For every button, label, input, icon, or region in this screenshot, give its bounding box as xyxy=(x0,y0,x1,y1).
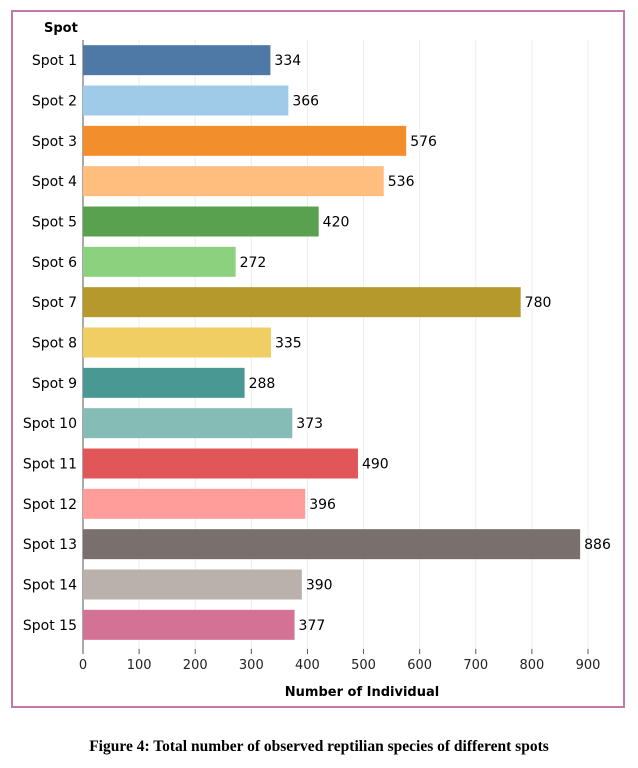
chart-frame: 0 100 200 300 400 500 600 700 800 900 Spot 1 334 Spo… xyxy=(11,10,625,708)
bar xyxy=(83,85,289,116)
data-label: 536 xyxy=(388,174,415,190)
category-label: Spot 3 xyxy=(32,134,77,150)
bar xyxy=(83,206,319,237)
bar xyxy=(83,45,271,76)
bars xyxy=(83,45,581,640)
category-label: Spot 10 xyxy=(23,416,77,432)
x-tick-label: 200 xyxy=(183,658,208,673)
labels: 0 100 200 300 400 500 600 700 800 900 Spot 1 334 Spo… xyxy=(23,53,611,673)
data-label: 490 xyxy=(362,457,389,473)
category-label: Spot 6 xyxy=(32,255,77,271)
x-tick-label: 800 xyxy=(519,658,544,673)
bar xyxy=(83,609,295,640)
data-label: 886 xyxy=(584,537,611,553)
bar xyxy=(83,287,521,318)
data-label: 366 xyxy=(292,94,319,110)
category-label: Spot 15 xyxy=(23,618,77,634)
category-label: Spot 1 xyxy=(32,53,77,69)
data-label: 396 xyxy=(309,497,336,513)
x-tick-label: 600 xyxy=(407,658,432,673)
bar xyxy=(83,327,271,358)
bar xyxy=(83,448,358,479)
x-tick-label: 500 xyxy=(351,658,376,673)
category-label: Spot 14 xyxy=(23,578,77,594)
category-label: Spot 7 xyxy=(32,295,77,311)
category-label: Spot 4 xyxy=(32,174,77,190)
bar xyxy=(83,367,245,398)
bar xyxy=(83,569,302,600)
data-label: 576 xyxy=(410,134,437,150)
data-label: 780 xyxy=(525,295,552,311)
x-tick-label: 400 xyxy=(295,658,320,673)
category-label: Spot 13 xyxy=(23,537,77,553)
data-label: 288 xyxy=(249,376,276,392)
data-label: 335 xyxy=(275,336,302,352)
x-axis-label: Number of Individual xyxy=(285,685,439,700)
x-tick-label: 0 xyxy=(79,658,87,673)
category-label: Spot 8 xyxy=(32,336,77,352)
bar xyxy=(83,125,407,156)
category-label: Spot 12 xyxy=(23,497,77,513)
bar xyxy=(83,408,293,439)
x-tick-label: 700 xyxy=(463,658,488,673)
bar xyxy=(83,529,581,560)
data-label: 272 xyxy=(240,255,267,271)
data-label: 334 xyxy=(274,53,301,69)
category-label: Spot 11 xyxy=(23,457,77,473)
x-tick-label: 100 xyxy=(127,658,152,673)
category-label: Spot 9 xyxy=(32,376,77,392)
bar xyxy=(83,246,236,277)
category-label: Spot 2 xyxy=(32,94,77,110)
data-label: 420 xyxy=(323,215,350,231)
bar-chart: 0 100 200 300 400 500 600 700 800 900 Spot 1 334 Spo… xyxy=(23,21,611,700)
category-label: Spot 5 xyxy=(32,215,77,231)
x-tick-label: 900 xyxy=(576,658,601,673)
data-label: 377 xyxy=(299,618,326,634)
data-label: 390 xyxy=(306,578,333,594)
bar xyxy=(83,166,384,197)
y-axis-header: Spot xyxy=(44,21,78,36)
figure-caption: Figure 4: Total number of observed repti… xyxy=(89,738,549,755)
x-tick-label: 300 xyxy=(239,658,264,673)
bar xyxy=(83,488,306,519)
data-label: 373 xyxy=(296,416,323,432)
